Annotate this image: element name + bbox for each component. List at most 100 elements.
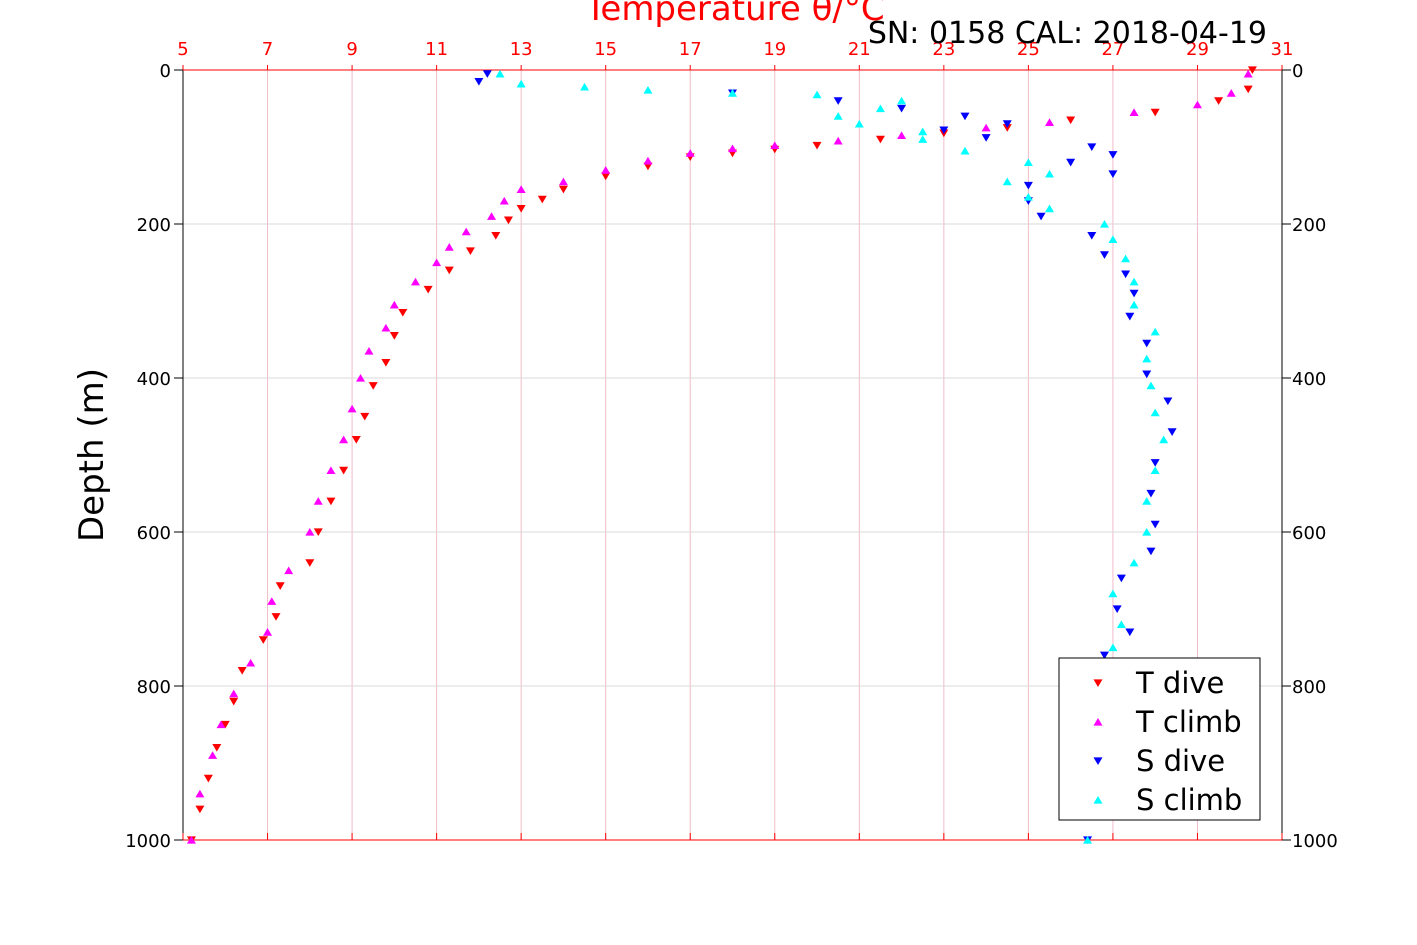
data-point: [1150, 459, 1160, 467]
data-point: [474, 77, 484, 86]
y-tick-label-right: 400: [1292, 369, 1326, 390]
y-tick-label-left: 600: [137, 523, 171, 544]
data-point: [1146, 381, 1156, 390]
data-point: [271, 613, 281, 621]
x-tick-label: 29: [1186, 39, 1209, 60]
data-point: [495, 69, 505, 78]
data-point: [897, 104, 907, 113]
data-point: [208, 751, 218, 759]
data-point: [875, 104, 885, 113]
data-point: [728, 89, 737, 97]
data-point: [482, 70, 492, 78]
x-tick-label: 27: [1101, 39, 1124, 60]
data-point: [897, 96, 907, 105]
data-point: [981, 134, 991, 142]
data-point: [461, 227, 471, 236]
legend-marker: [1093, 757, 1103, 766]
series-t-climb: [186, 69, 1253, 844]
x-tick-label: 31: [1271, 39, 1294, 60]
data-point: [229, 689, 239, 698]
x-tick-label: 21: [848, 39, 871, 60]
data-point: [601, 172, 611, 181]
data-point: [1150, 108, 1160, 117]
data-point: [833, 136, 843, 145]
data-point: [1045, 118, 1055, 126]
x-axis-title: Temperature θ/°C: [584, 0, 884, 29]
data-point: [195, 789, 205, 798]
data-point: [1142, 527, 1152, 536]
data-point: [503, 216, 513, 225]
data-point: [339, 466, 349, 475]
data-point: [356, 373, 366, 382]
data-point: [186, 835, 196, 844]
data-point: [1116, 620, 1126, 628]
data-point: [381, 323, 391, 332]
x-tick-label: 17: [679, 39, 702, 60]
y-tick-label-right: 800: [1292, 677, 1326, 698]
legend-marker: [1093, 679, 1103, 688]
data-point: [246, 658, 256, 667]
data-point: [770, 141, 780, 150]
data-point: [833, 112, 843, 120]
data-point: [685, 149, 695, 157]
data-point: [1159, 435, 1169, 444]
data-point: [1125, 312, 1135, 321]
data-point: [389, 300, 399, 309]
data-point: [812, 141, 822, 150]
data-point: [275, 582, 285, 590]
data-point: [1108, 589, 1118, 598]
y-tick-label-left: 200: [137, 215, 171, 236]
data-point: [1150, 327, 1160, 336]
x-tick-label: 11: [425, 39, 448, 60]
data-point: [1142, 370, 1152, 379]
data-point: [1023, 158, 1033, 166]
data-point: [897, 131, 907, 140]
data-point: [1066, 158, 1076, 167]
data-point: [1108, 151, 1118, 159]
data-point: [216, 720, 226, 729]
y-tick-label-right: 0: [1292, 61, 1303, 82]
data-point: [558, 177, 568, 186]
data-point: [347, 404, 357, 413]
data-point: [1108, 235, 1118, 243]
data-point: [960, 112, 970, 121]
y-axis-title: Depth (m): [72, 368, 112, 542]
data-point: [1129, 289, 1139, 298]
data-point: [1167, 428, 1177, 436]
data-point: [326, 497, 336, 506]
legend-label: S dive: [1136, 744, 1225, 778]
data-point: [258, 636, 268, 644]
data-point: [1129, 558, 1139, 567]
data-point: [1045, 169, 1055, 178]
data-point: [410, 277, 420, 286]
x-tick-label: 25: [1017, 39, 1040, 60]
data-point: [939, 126, 949, 135]
x-tick-label: 23: [932, 39, 955, 60]
data-point: [1163, 397, 1173, 406]
data-point: [1116, 574, 1126, 583]
data-point: [491, 231, 501, 240]
y-tick-label-left: 1000: [125, 831, 171, 852]
data-point: [267, 597, 277, 605]
data-point: [398, 308, 408, 317]
y-tick-label-left: 400: [137, 369, 171, 390]
data-point: [1125, 628, 1135, 637]
data-point: [1192, 100, 1202, 109]
data-point: [1142, 339, 1152, 348]
data-point: [351, 436, 361, 444]
x-tick-label: 19: [763, 39, 786, 60]
data-point: [444, 243, 454, 251]
data-point: [1099, 251, 1109, 259]
data-point: [305, 559, 315, 567]
data-point: [220, 720, 230, 729]
data-point: [1002, 120, 1012, 128]
x-tick-label: 5: [177, 39, 188, 60]
data-point: [339, 435, 349, 444]
data-point: [305, 527, 315, 536]
serial-calibration-label: SN: 0158 CAL: 2018-04-19: [868, 16, 1267, 51]
data-point: [643, 156, 653, 165]
data-point: [1108, 643, 1118, 652]
legend-label: S climb: [1136, 783, 1242, 817]
data-point: [381, 359, 391, 367]
data-point: [516, 79, 526, 88]
